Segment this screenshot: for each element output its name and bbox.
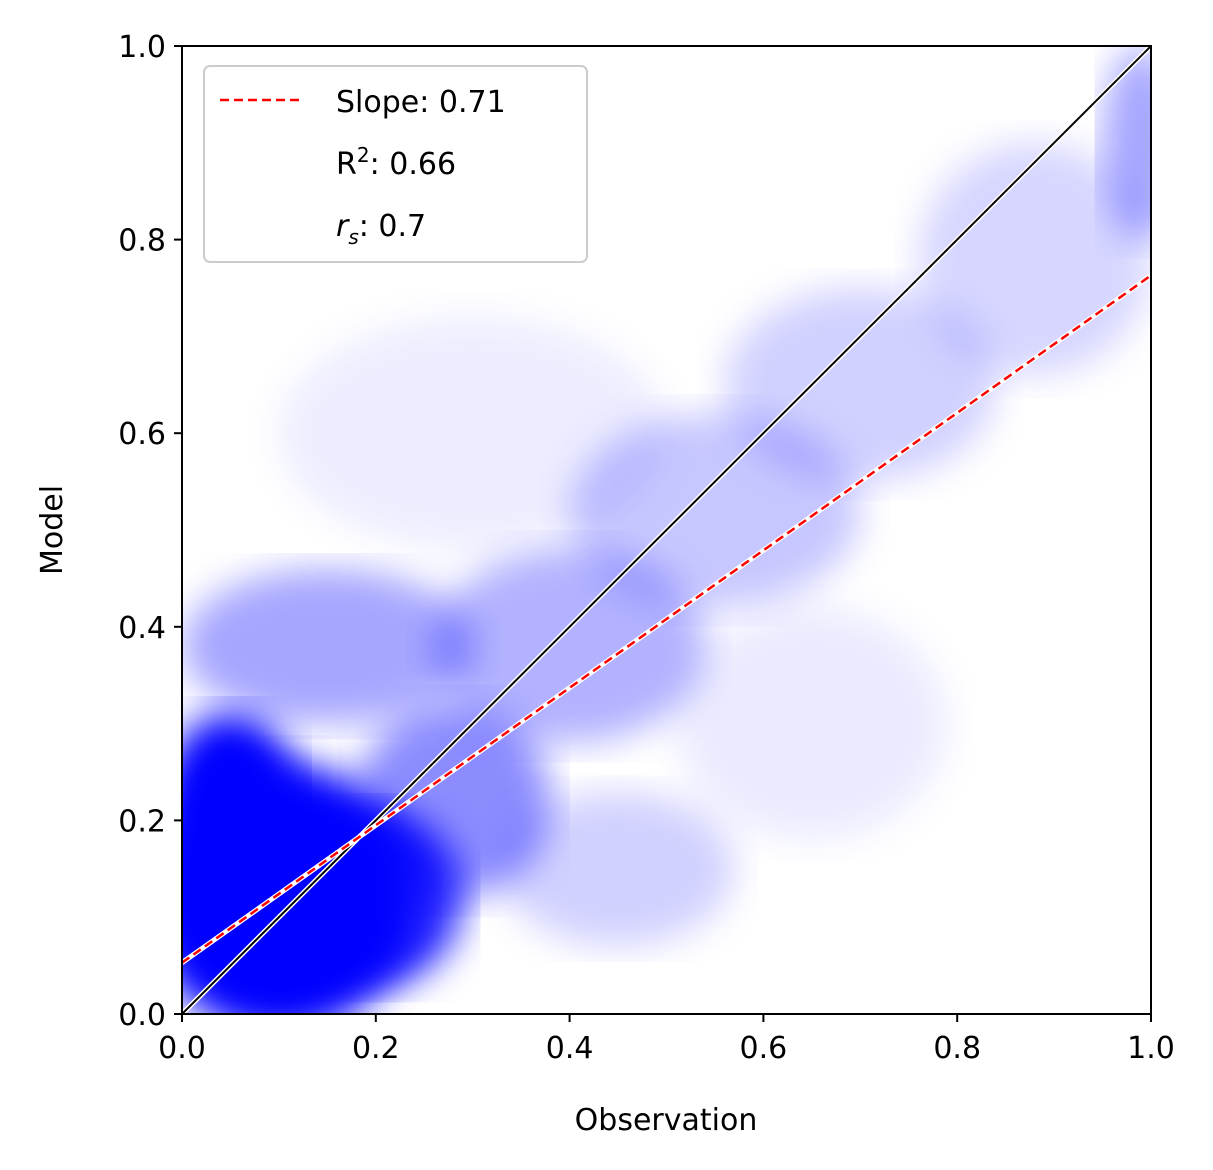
density-blob bbox=[278, 317, 667, 550]
density-blob bbox=[676, 607, 948, 840]
legend-rs-symbol: r bbox=[336, 209, 350, 244]
legend-r2-label: R2: 0.66 bbox=[336, 143, 456, 182]
x-axis: 0.0 0.2 0.4 0.6 0.8 1.0 bbox=[158, 1014, 1175, 1066]
density-blob bbox=[182, 713, 299, 889]
x-tick-label: 0.6 bbox=[740, 1031, 788, 1066]
x-tick-label: 0.4 bbox=[546, 1031, 594, 1066]
y-tick-label: 0.6 bbox=[118, 417, 166, 452]
legend-rs-value: : 0.7 bbox=[359, 209, 426, 244]
x-tick-label: 0.2 bbox=[352, 1031, 400, 1066]
plot-frame bbox=[181, 45, 1152, 1015]
legend-slope-label: Slope: 0.71 bbox=[336, 85, 506, 120]
legend: Slope: 0.71 R2: 0.66 rs: 0.7 bbox=[203, 65, 588, 263]
legend-box bbox=[203, 65, 588, 263]
y-tick-label: 0.4 bbox=[118, 611, 166, 646]
density-blob bbox=[182, 568, 473, 724]
point-density-layer bbox=[182, 46, 1151, 1014]
y-tick-label: 1.0 bbox=[118, 30, 166, 65]
legend-rs-label: rs: 0.7 bbox=[336, 209, 426, 249]
fit-line bbox=[182, 274, 1151, 964]
legend-r2-prefix: R bbox=[336, 147, 357, 182]
y-axis: 0.0 0.2 0.4 0.6 0.8 1.0 bbox=[118, 30, 182, 1033]
lines-layer bbox=[182, 46, 1151, 1014]
density-blob bbox=[1102, 46, 1151, 240]
x-tick-label: 0.0 bbox=[158, 1031, 206, 1066]
legend-r2-value: : 0.66 bbox=[370, 147, 456, 182]
density-blob bbox=[501, 791, 735, 947]
identity-line bbox=[182, 46, 1151, 1014]
x-tick-label: 0.8 bbox=[933, 1031, 981, 1066]
x-axis-title: Observation bbox=[575, 1103, 758, 1138]
legend-rs-sub: s bbox=[348, 225, 358, 249]
density-blob bbox=[356, 704, 551, 898]
y-tick-label: 0.8 bbox=[118, 224, 166, 259]
y-tick-label: 0.2 bbox=[118, 804, 166, 839]
y-tick-label: 0.0 bbox=[118, 998, 166, 1033]
y-axis-title: Model bbox=[35, 485, 70, 575]
x-tick-label: 1.0 bbox=[1127, 1031, 1175, 1066]
legend-r2-sup: 2 bbox=[357, 143, 370, 167]
